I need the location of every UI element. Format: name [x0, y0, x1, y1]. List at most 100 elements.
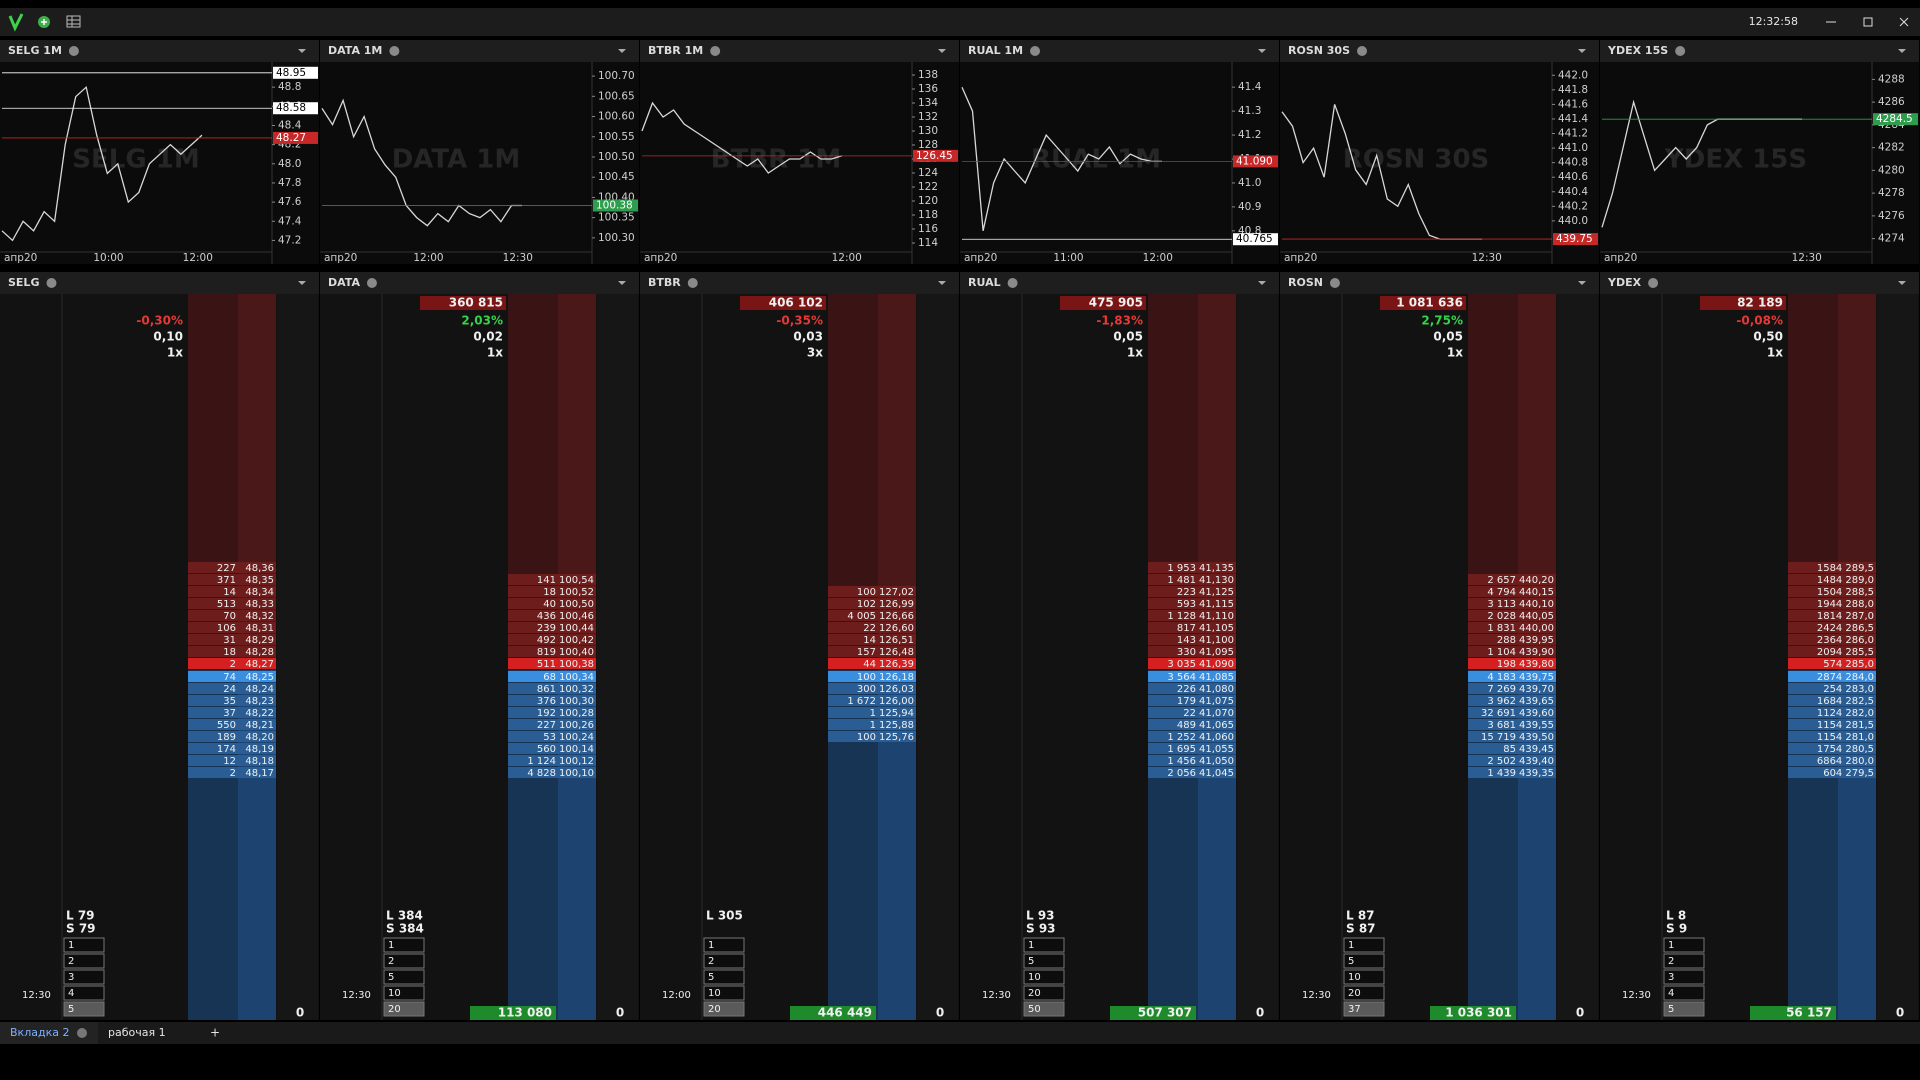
layout-icon[interactable] [66, 15, 81, 28]
bid-price: 125,76 [879, 732, 914, 743]
tab-label[interactable]: Вкладка 2 [10, 1026, 69, 1039]
panel-menu[interactable] [1898, 49, 1906, 53]
quantity-preset-label: 2 [1668, 956, 1674, 967]
quantity-preset[interactable] [1023, 969, 1065, 985]
quantity-preset[interactable] [703, 969, 745, 985]
bid-row [1148, 719, 1236, 730]
quantity-preset[interactable] [1663, 969, 1705, 985]
tab-close[interactable] [77, 1028, 87, 1038]
quantity-preset[interactable] [1343, 985, 1385, 1001]
bid-volume: 1 695 [1167, 744, 1196, 755]
quantity-preset[interactable] [1663, 937, 1705, 953]
ask-price: 4 285,0 [1836, 659, 1874, 670]
ask-price: 48,31 [245, 623, 274, 634]
quantity-preset[interactable] [1663, 985, 1705, 1001]
logo-icon[interactable] [8, 13, 24, 32]
tab-label[interactable]: рабочая 1 [108, 1026, 166, 1039]
panel-close[interactable] [1675, 46, 1686, 56]
panel-close[interactable] [1648, 278, 1659, 288]
bid-volume: 179 [1177, 696, 1196, 707]
panel-close[interactable] [46, 278, 57, 288]
tab-active[interactable] [0, 1022, 98, 1044]
quantity-preset[interactable] [1663, 1001, 1705, 1017]
ask-row [508, 598, 596, 609]
bid-price: 4 279,5 [1836, 768, 1874, 779]
panel-menu[interactable] [1258, 281, 1266, 285]
panel-close[interactable] [1329, 278, 1340, 288]
quantity-preset[interactable] [1023, 1001, 1065, 1017]
day-volume: 1 081 636 [1396, 296, 1463, 310]
ask-row [188, 634, 276, 645]
panel-menu[interactable] [1898, 281, 1906, 285]
quantity-preset[interactable] [703, 937, 745, 953]
quantity-preset-label: 20 [1028, 988, 1041, 999]
quantity-preset[interactable] [383, 985, 425, 1001]
panel-title: YDEX 15S [1607, 44, 1668, 57]
quantity-preset[interactable] [1023, 937, 1065, 953]
quantity-preset[interactable] [383, 1001, 425, 1017]
panel-close[interactable] [687, 278, 698, 288]
panel-menu[interactable] [938, 49, 946, 53]
x-tick-label: 11:00 [1053, 252, 1083, 264]
quantity-preset-label: 2 [388, 956, 394, 967]
quantity-preset[interactable] [1343, 937, 1385, 953]
ask-row [1468, 658, 1556, 669]
panel-menu[interactable] [618, 49, 626, 53]
quantity-preset[interactable] [1343, 969, 1385, 985]
bid-price: 439,45 [1519, 744, 1554, 755]
bid-volume: 300 [857, 684, 876, 695]
quantity-preset[interactable] [383, 953, 425, 969]
quantity-preset[interactable] [1343, 953, 1385, 969]
panel-menu[interactable] [1578, 49, 1586, 53]
panel-menu[interactable] [1258, 49, 1266, 53]
quantity-preset[interactable] [703, 985, 745, 1001]
panel-close[interactable] [710, 46, 721, 56]
ask-volume: 194 [1817, 599, 1836, 610]
ask-price: 100,38 [559, 659, 594, 670]
quantity-preset[interactable] [703, 1001, 745, 1017]
bid-volume: 175 [1817, 744, 1836, 755]
quantity-preset[interactable] [63, 937, 105, 953]
day-change: -0,35% [776, 314, 823, 328]
panel-close[interactable] [68, 46, 79, 56]
panel-close[interactable] [1030, 46, 1041, 56]
ask-row [1788, 622, 1876, 633]
quantity-preset[interactable] [63, 969, 105, 985]
bid-price: 4 284,0 [1836, 672, 1874, 683]
panel-menu[interactable] [298, 49, 306, 53]
panel-menu[interactable] [1578, 281, 1586, 285]
ask-volume: 1 481 [1167, 575, 1196, 586]
quantity-preset[interactable] [703, 953, 745, 969]
panel-close[interactable] [1007, 278, 1018, 288]
ask-row [508, 574, 596, 585]
add-tab-button[interactable]: + [210, 1026, 220, 1040]
maximize-button[interactable] [1863, 17, 1873, 27]
quantity-preset[interactable] [1023, 953, 1065, 969]
quantity-preset[interactable] [383, 969, 425, 985]
quantity-preset[interactable] [1023, 985, 1065, 1001]
panel-menu[interactable] [298, 281, 306, 285]
total-volume: 446 449 [818, 1006, 872, 1020]
quantity-preset[interactable] [1343, 1001, 1385, 1017]
y-tick-label: 130 [918, 125, 938, 137]
quantity-preset[interactable] [383, 937, 425, 953]
bid-price: 41,060 [1199, 732, 1234, 743]
quantity-preset[interactable] [63, 985, 105, 1001]
bid-volume: 100 [857, 732, 876, 743]
close-button[interactable] [1899, 17, 1909, 27]
quantity-preset[interactable] [1663, 953, 1705, 969]
quantity-preset[interactable] [63, 1001, 105, 1017]
panel-menu[interactable] [618, 281, 626, 285]
panel-menu[interactable] [938, 281, 946, 285]
panel-close[interactable] [366, 278, 377, 288]
quantity-preset[interactable] [63, 953, 105, 969]
panel-close[interactable] [389, 46, 400, 56]
bid-volume: 168 [1817, 696, 1836, 707]
bid-volume: 376 [537, 696, 556, 707]
panel-close[interactable] [1357, 46, 1368, 56]
ask-volume: 2 028 [1487, 611, 1516, 622]
quantity-preset-label: 4 [1668, 988, 1674, 999]
volume-badge [1060, 296, 1146, 310]
multiplier: 1x [1767, 346, 1783, 360]
quantity-preset-label: 20 [1348, 988, 1361, 999]
